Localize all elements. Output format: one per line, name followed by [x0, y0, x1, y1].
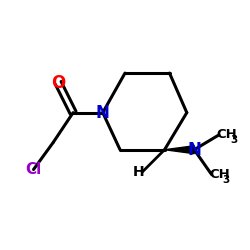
Text: Cl: Cl: [26, 162, 42, 177]
Text: H: H: [133, 165, 144, 179]
Text: N: N: [96, 104, 110, 122]
Text: N: N: [187, 141, 201, 159]
Text: 3: 3: [230, 135, 237, 145]
Text: CH: CH: [209, 168, 230, 181]
Polygon shape: [164, 146, 194, 154]
Text: O: O: [51, 74, 66, 92]
Text: 3: 3: [223, 175, 230, 185]
Text: CH: CH: [216, 128, 237, 141]
